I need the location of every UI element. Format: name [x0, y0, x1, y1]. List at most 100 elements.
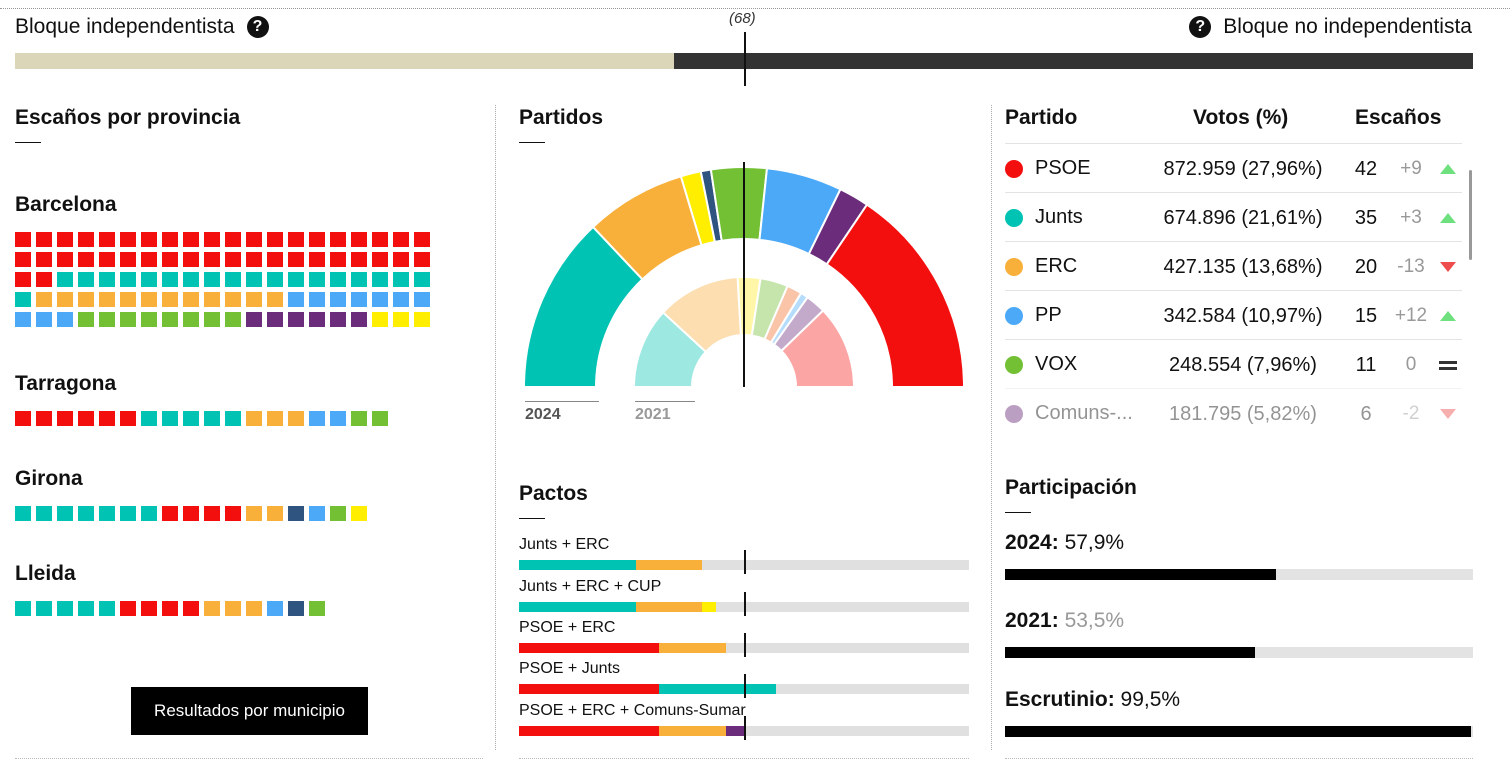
seat [57, 252, 73, 267]
results-row[interactable]: VOX 248.554 (7,96%) 11 0 [1005, 339, 1462, 388]
seat [141, 292, 157, 307]
bloque-independentista-label: Bloque independentista [15, 15, 235, 38]
seat [99, 272, 115, 287]
results-by-municipality-button[interactable]: Resultados por municipio [131, 687, 368, 735]
table-scrollbar[interactable] [1469, 170, 1472, 260]
party-color-dot [1005, 160, 1023, 178]
seat [15, 601, 31, 616]
pact-segment [659, 643, 726, 653]
pact-segment [635, 602, 703, 612]
pacts-title: Pactos [519, 482, 588, 505]
pact-segment [519, 726, 659, 736]
pact-label: PSOE + ERC [519, 619, 616, 636]
pact-label: PSOE + Junts [519, 660, 620, 677]
pact-majority-line [744, 550, 746, 574]
year-rule [525, 401, 599, 402]
col-header-seats[interactable]: Escaños [1355, 106, 1442, 129]
party-votes: 427.135 (13,68%) [1163, 256, 1323, 278]
seat-change: 0 [1405, 354, 1417, 375]
participation-row: 2024: 57,9% [1005, 531, 1473, 580]
seat [225, 272, 241, 287]
seat [78, 506, 94, 521]
results-row[interactable]: PSOE 872.959 (27,96%) 42 +9 [1005, 143, 1462, 192]
seat [36, 506, 52, 521]
seat-change: -13 [1397, 256, 1425, 277]
seat [120, 601, 136, 616]
seat-grid-tarragona [15, 411, 435, 426]
column-divider [991, 105, 992, 750]
party-color-dot [1005, 209, 1023, 227]
seat [57, 506, 73, 521]
seat-change: +3 [1400, 207, 1422, 228]
seat [120, 312, 136, 327]
seat [15, 411, 31, 426]
provinces-header: Escaños por provincia [15, 106, 240, 143]
seat [120, 272, 136, 287]
pact-segment [702, 602, 716, 612]
seat [183, 292, 199, 307]
results-row[interactable]: Comuns-... 181.795 (5,82%) 6 -2 [1005, 388, 1462, 437]
seat [267, 411, 283, 426]
province-name-barcelona: Barcelona [15, 193, 117, 216]
title-underline [1005, 512, 1031, 513]
seat [36, 232, 52, 247]
results-row[interactable]: PP 342.584 (10,97%) 15 +12 [1005, 290, 1462, 339]
scrutiny-label: Escrutinio [1005, 688, 1108, 711]
seat [183, 232, 199, 247]
seat [288, 506, 304, 521]
seat [204, 312, 220, 327]
pact-segment [519, 684, 659, 694]
seat [309, 292, 325, 307]
col-header-votes[interactable]: Votos (%) [1193, 106, 1289, 129]
bloque-independentista-header: Bloque independentista ? [15, 15, 269, 39]
seat [15, 252, 31, 267]
seat [267, 601, 283, 616]
seat [15, 506, 31, 521]
col-header-party[interactable]: Partido [1005, 106, 1078, 129]
pacts-header: Pactos [519, 482, 588, 519]
party-name: ERC [1035, 255, 1078, 277]
seat [288, 252, 304, 267]
seat [267, 252, 283, 267]
seat-change: +9 [1400, 158, 1422, 179]
party-name: PP [1035, 304, 1062, 326]
party-color-dot [1005, 405, 1023, 423]
seat [351, 506, 367, 521]
seat [57, 601, 73, 616]
seat [78, 312, 94, 327]
help-icon[interactable]: ? [246, 16, 269, 38]
seat [372, 272, 388, 287]
results-row[interactable]: Junts 674.896 (21,61%) 35 +3 [1005, 192, 1462, 241]
bloque-no-independentista-fill [673, 53, 1473, 69]
hemicycle-segment-psoe[interactable] [825, 203, 966, 388]
province-name-lleida: Lleida [15, 562, 76, 585]
help-icon[interactable]: ? [1189, 16, 1212, 38]
party-seats: 6 [1360, 403, 1372, 425]
seat [309, 272, 325, 287]
hemicycle-segment-vox[interactable] [709, 166, 769, 242]
hemicycle-segment-psoe[interactable] [779, 309, 856, 388]
seat [141, 252, 157, 267]
scrutiny-value: 99,5% [1120, 688, 1181, 711]
seat [372, 252, 388, 267]
seat [141, 272, 157, 287]
bottom-divider [519, 758, 969, 759]
seat [57, 232, 73, 247]
hemicycle-chart [522, 162, 966, 388]
year-rule [635, 401, 695, 402]
seat [225, 506, 241, 521]
participation-track [1005, 569, 1473, 580]
results-table: PSOE 872.959 (27,96%) 42 +9 Junts 674.896 (21… [1005, 143, 1462, 437]
seat [141, 411, 157, 426]
party-color-dot [1005, 307, 1023, 325]
seat [204, 292, 220, 307]
seat [351, 252, 367, 267]
seat [204, 411, 220, 426]
seat [288, 232, 304, 247]
seat [225, 292, 241, 307]
participation-fill [1005, 569, 1276, 580]
seat [204, 272, 220, 287]
pact-majority-line [744, 674, 746, 698]
seat [141, 506, 157, 521]
results-row[interactable]: ERC 427.135 (13,68%) 20 -13 [1005, 241, 1462, 290]
